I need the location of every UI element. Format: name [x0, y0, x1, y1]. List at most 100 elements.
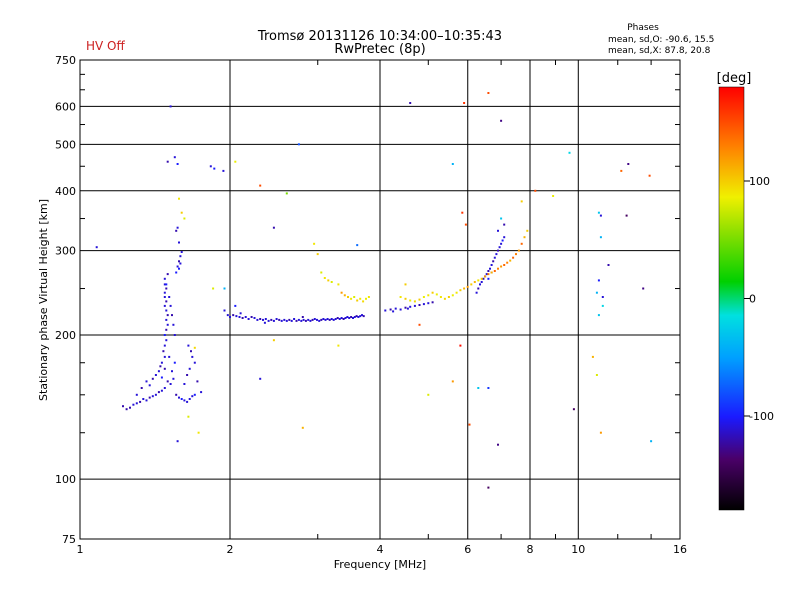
data-point: [163, 367, 166, 370]
data-point: [431, 301, 434, 304]
data-point: [267, 319, 270, 322]
data-point: [301, 426, 304, 429]
data-point: [165, 328, 168, 331]
x-tick-label: 2: [227, 543, 234, 556]
data-point: [477, 387, 480, 389]
data-point: [346, 316, 349, 318]
data-point: [163, 304, 166, 307]
data-point: [503, 236, 506, 239]
data-point: [139, 400, 142, 403]
data-point: [607, 264, 610, 266]
data-point: [422, 303, 425, 306]
hv-status: HV Off: [86, 39, 125, 53]
data-point: [151, 377, 154, 380]
data-point: [129, 406, 131, 409]
data-point: [163, 387, 166, 389]
data-point: [280, 319, 283, 322]
data-point: [451, 380, 454, 383]
data-point: [353, 316, 356, 318]
data-point: [451, 163, 454, 165]
data-point: [154, 374, 157, 376]
data-point: [359, 315, 362, 318]
data-point: [337, 344, 340, 347]
data-point: [340, 291, 343, 294]
data-point: [163, 344, 166, 347]
data-point: [163, 355, 166, 358]
data-point: [234, 160, 237, 163]
data-point: [154, 393, 157, 396]
data-point: [159, 365, 162, 368]
data-point: [487, 273, 490, 276]
data-point: [191, 355, 194, 358]
data-point: [176, 226, 179, 229]
data-point: [334, 318, 337, 320]
data-point: [151, 395, 154, 398]
data-point: [327, 279, 330, 282]
data-point: [163, 334, 166, 336]
data-point: [323, 277, 326, 279]
data-point: [459, 344, 462, 347]
x-tick-label: 16: [673, 543, 687, 556]
data-point: [176, 265, 179, 268]
data-point: [418, 298, 421, 301]
data-point: [132, 403, 135, 406]
y-tick-label: 300: [55, 245, 76, 258]
data-point: [394, 307, 397, 310]
data-point: [470, 283, 473, 286]
data-point: [223, 287, 226, 290]
data-point: [503, 223, 506, 226]
data-point: [422, 296, 425, 298]
data-point: [178, 260, 180, 263]
data-point: [515, 253, 517, 256]
data-point: [145, 399, 148, 402]
y-tick-label: 100: [55, 473, 76, 486]
data-point: [500, 242, 503, 245]
phases-o-stats: mean, sd,O: -90.6, 15.5: [608, 35, 714, 45]
data-point: [320, 271, 323, 274]
data-point: [183, 399, 186, 402]
data-point: [501, 239, 504, 242]
data-point: [404, 297, 407, 300]
x-tick-label: 10: [571, 543, 585, 556]
data-point: [169, 105, 172, 108]
data-point: [179, 255, 182, 258]
data-point: [591, 355, 594, 358]
data-point: [193, 361, 196, 364]
data-point: [188, 398, 191, 400]
data-point: [148, 384, 151, 387]
data-point: [477, 287, 480, 290]
data-point: [459, 289, 462, 292]
data-point: [285, 192, 288, 195]
data-point: [404, 306, 407, 309]
data-point: [241, 317, 244, 319]
data-point: [443, 297, 446, 300]
data-point: [389, 308, 392, 311]
data-point: [355, 315, 358, 318]
data-point: [475, 291, 478, 294]
data-point: [253, 317, 256, 319]
data-point: [595, 291, 598, 294]
data-point: [599, 236, 602, 239]
data-point: [179, 262, 182, 265]
data-point: [178, 241, 180, 244]
data-point: [191, 395, 194, 398]
data-point: [163, 291, 166, 294]
data-point: [226, 314, 229, 317]
data-point: [568, 151, 571, 154]
data-point: [145, 380, 148, 383]
data-point: [534, 189, 537, 192]
colorbar-label: [deg]: [717, 71, 752, 86]
data-point: [168, 355, 171, 358]
data-point: [193, 393, 196, 396]
data-point: [418, 323, 421, 326]
data-point: [597, 211, 600, 214]
data-point: [648, 174, 651, 177]
data-point: [295, 319, 298, 322]
data-point: [213, 167, 216, 170]
data-point: [278, 318, 281, 321]
data-point: [489, 267, 491, 270]
data-point: [173, 334, 176, 336]
data-point: [160, 361, 163, 364]
data-point: [135, 393, 138, 396]
data-point: [223, 309, 226, 312]
